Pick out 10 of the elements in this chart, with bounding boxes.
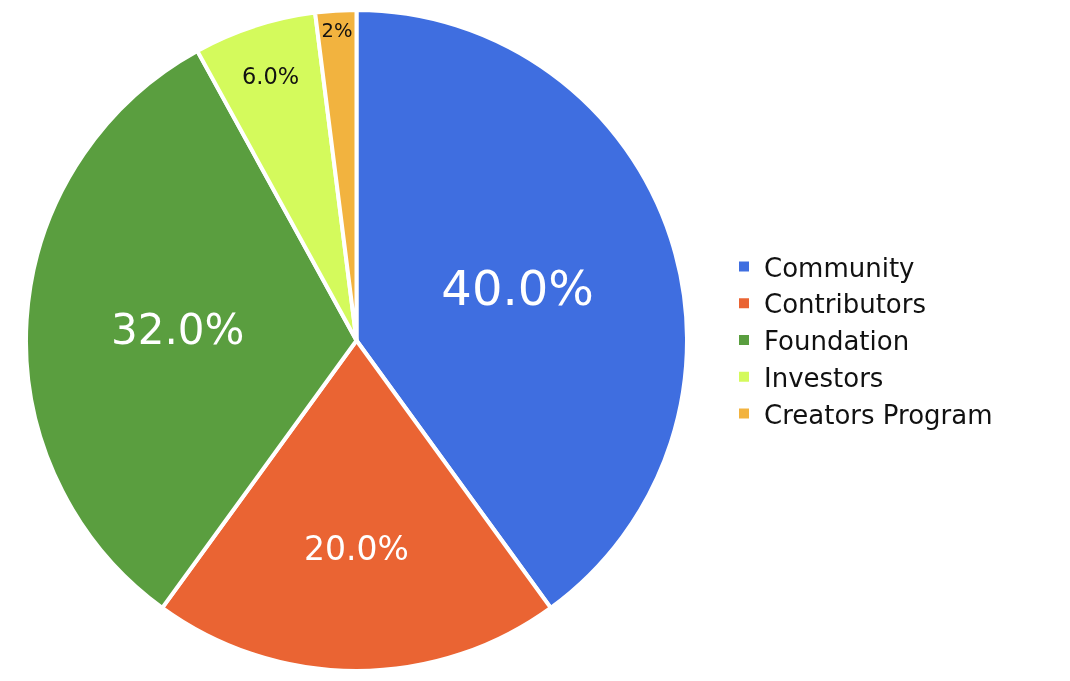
legend-label: Contributors xyxy=(764,289,926,320)
data-label: 40.0% xyxy=(441,260,594,317)
data-label: 2% xyxy=(321,18,353,42)
legend-label: Foundation xyxy=(764,326,910,357)
legend-label: Investors xyxy=(764,362,884,393)
data-label: 32.0% xyxy=(110,304,245,354)
legend-label: Creators Program xyxy=(764,399,993,430)
data-label: 6.0% xyxy=(241,62,300,89)
data-label: 20.0% xyxy=(304,529,409,569)
legend-label: Community xyxy=(764,252,915,283)
